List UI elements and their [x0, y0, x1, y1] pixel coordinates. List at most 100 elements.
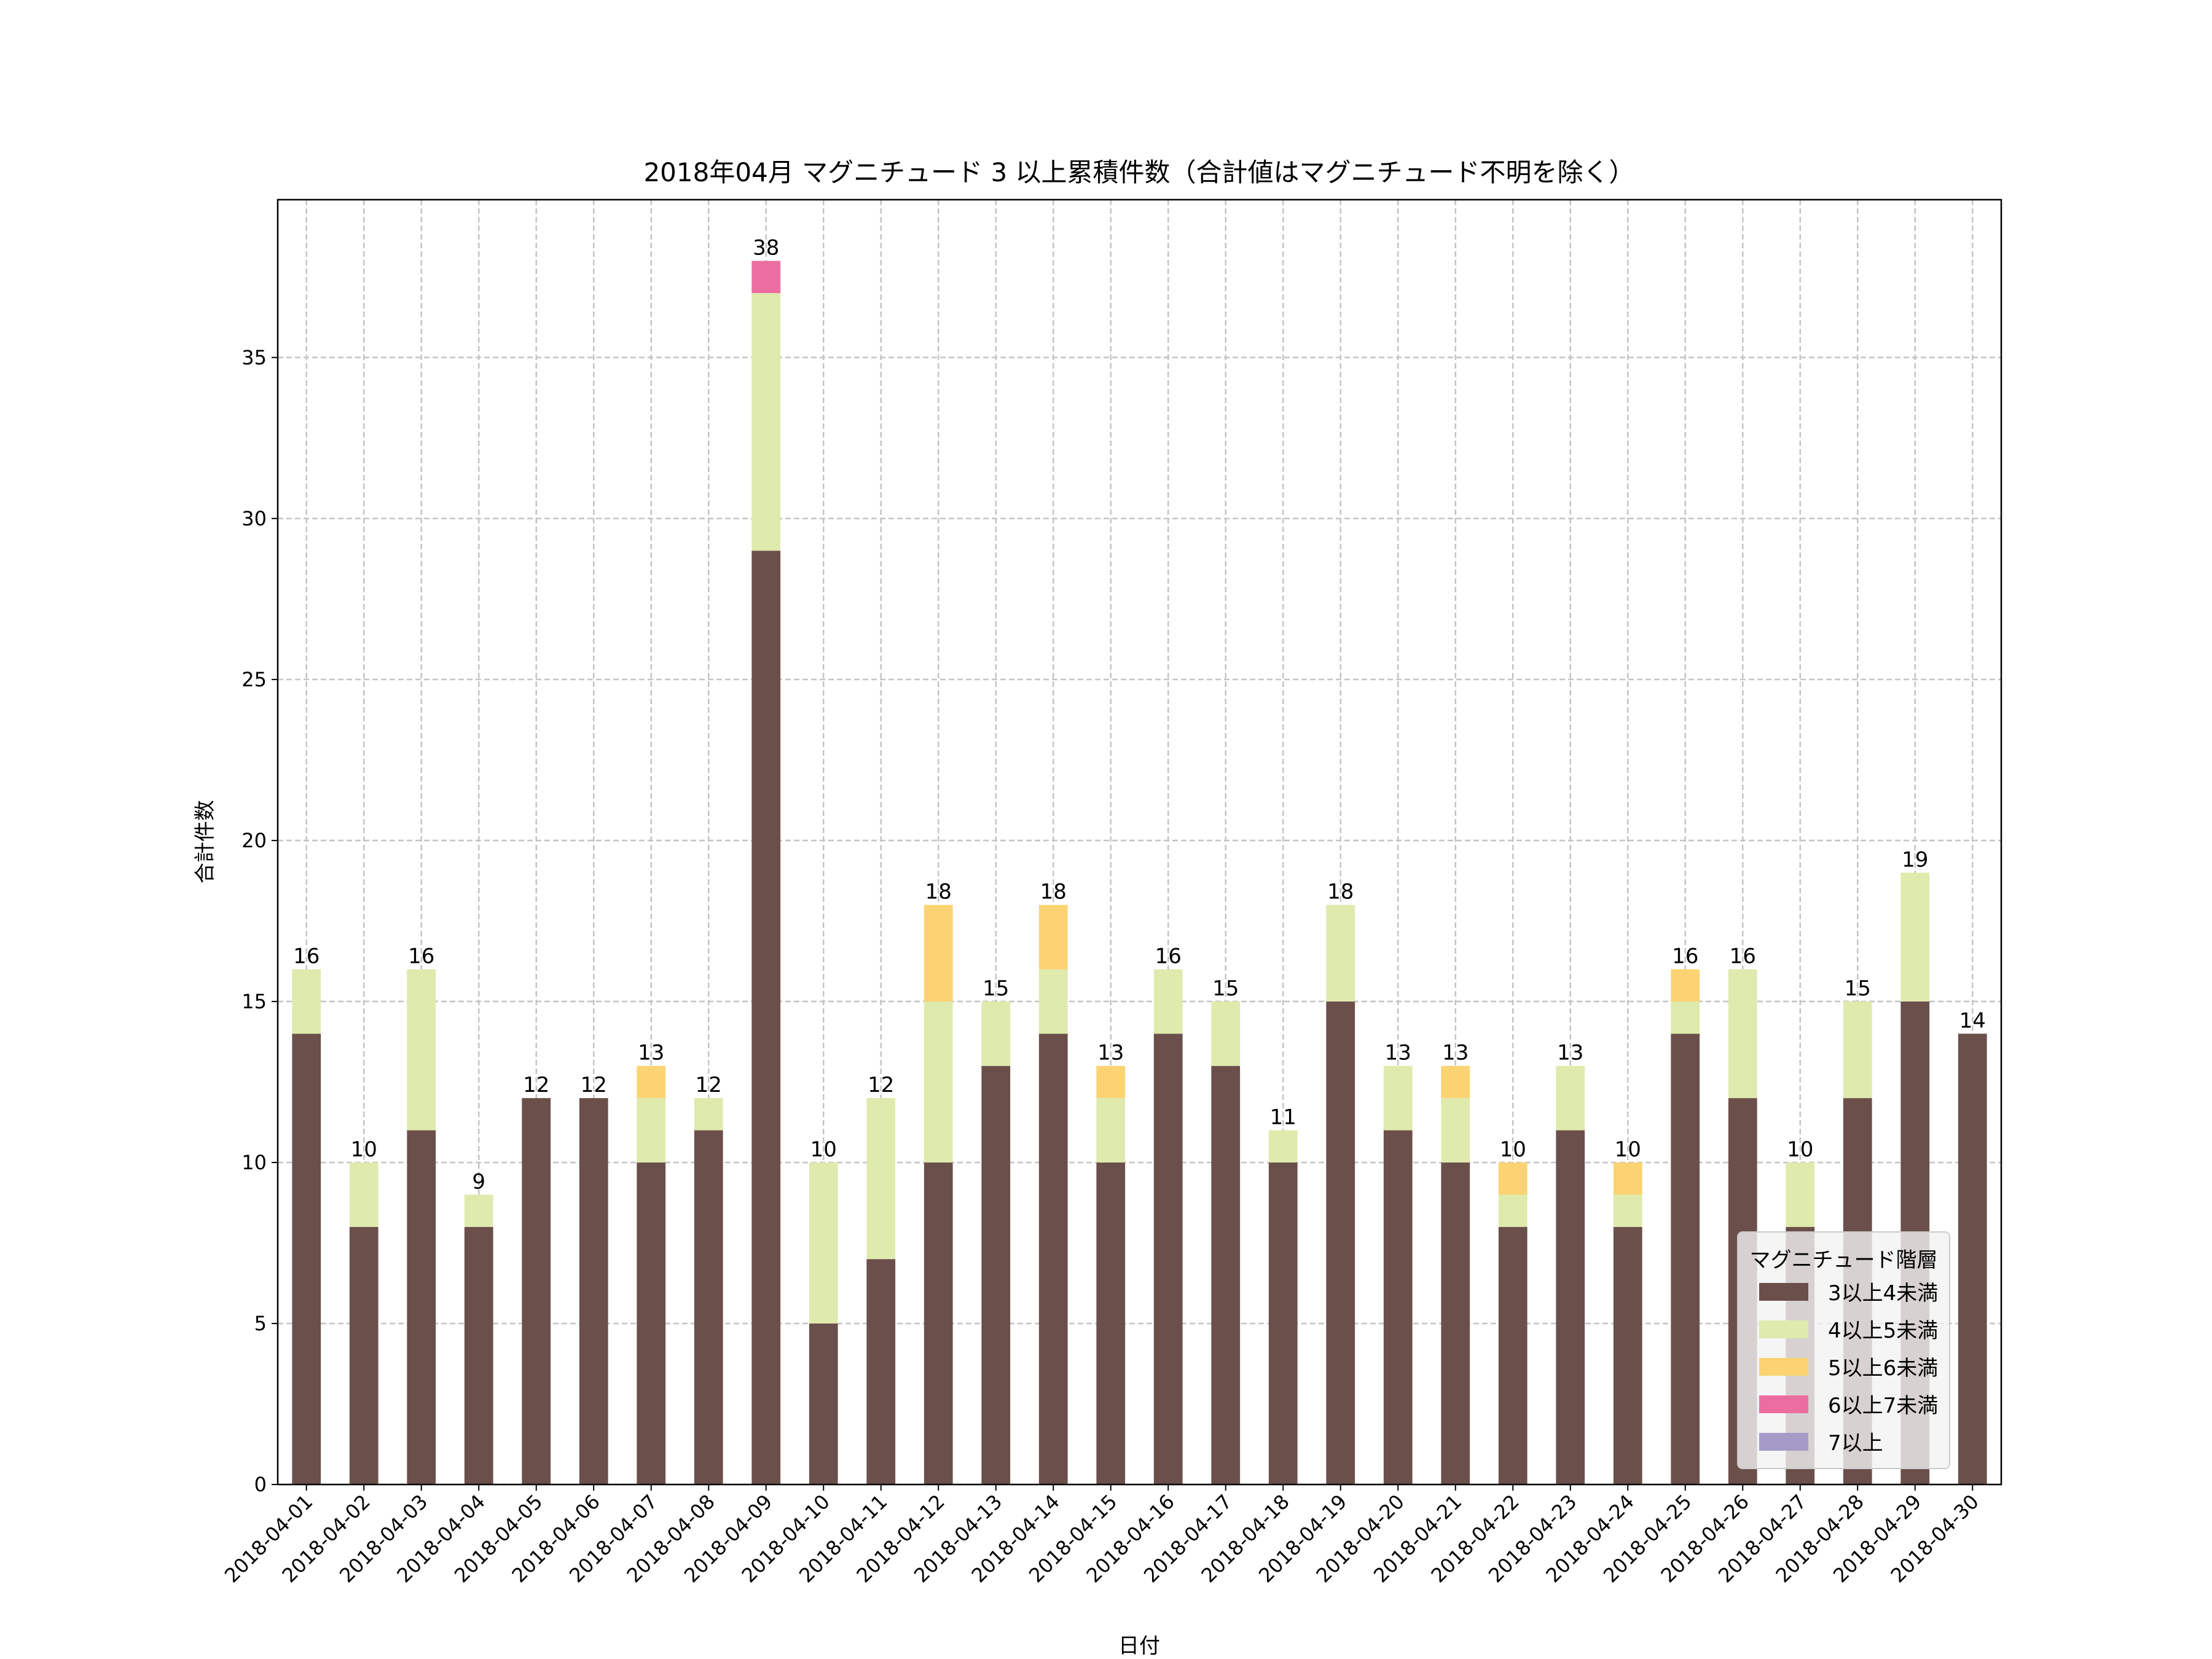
bar-segment	[694, 1130, 723, 1484]
bar-segment	[1211, 1065, 1241, 1484]
bar-segment	[1441, 1098, 1470, 1163]
y-tick-label: 0	[254, 1473, 267, 1496]
total-label: 16	[1730, 944, 1756, 969]
total-label: 15	[1845, 976, 1871, 1001]
bar-segment	[1671, 1001, 1700, 1034]
total-label: 16	[1672, 944, 1698, 969]
y-tick-label: 30	[241, 507, 267, 530]
bar-segment	[809, 1162, 838, 1324]
bar-segment	[579, 1098, 608, 1484]
bar-segment	[637, 1162, 666, 1484]
bar-segment	[1326, 1001, 1355, 1484]
bar-segment	[751, 292, 781, 551]
total-label: 10	[1615, 1137, 1641, 1162]
bar-segment	[1038, 904, 1068, 970]
bar-segment	[1268, 1130, 1298, 1163]
bar-segment	[1153, 1033, 1183, 1484]
total-label: 16	[408, 944, 434, 969]
total-label: 13	[1557, 1041, 1583, 1065]
data-labels: 16 10 16 9 12 12 13 12 38 10 12 18 15 18 13 16 15 11 18 13 1…	[293, 236, 1986, 1194]
bar-segment	[349, 1162, 378, 1227]
total-label: 18	[1327, 880, 1354, 904]
total-label: 14	[1959, 1008, 1986, 1033]
bar-segment	[1096, 1065, 1126, 1099]
bar-segment	[1498, 1226, 1528, 1484]
bar-segment	[1900, 873, 1930, 1002]
legend-swatch	[1759, 1395, 1808, 1413]
plot-frame	[276, 198, 2002, 1486]
x-axis: 2018-04-012018-04-022018-04-032018-04-04…	[220, 1484, 1983, 1587]
bar-segment	[1211, 1001, 1241, 1066]
bar-segment	[464, 1226, 493, 1484]
bar-segment	[1671, 969, 1700, 1002]
total-label: 15	[1212, 976, 1239, 1001]
bar-segment	[981, 1001, 1011, 1066]
bar-segment	[694, 1098, 723, 1131]
bar-segment	[1613, 1162, 1642, 1195]
y-tick-label: 5	[254, 1312, 267, 1335]
bar-segment	[809, 1323, 838, 1484]
bar-segment	[1613, 1194, 1642, 1227]
y-tick-label: 35	[241, 346, 267, 369]
legend: マグニチュード階層 3以上4未満 4以上5未満 5以上6未満 6以上7未満 7以上	[1737, 1231, 1950, 1469]
total-label: 13	[638, 1041, 664, 1065]
total-label: 13	[1097, 1041, 1124, 1065]
legend-swatch	[1759, 1320, 1808, 1338]
x-axis-label: 日付	[1118, 1634, 1160, 1658]
total-label: 16	[1155, 944, 1182, 969]
legend-swatch	[1759, 1358, 1808, 1376]
chart-title: 2018年04月 マグニチュード 3 以上累積件数（合計値はマグニチュード不明を…	[643, 157, 1634, 187]
total-label: 12	[696, 1073, 722, 1097]
bar-segment	[751, 261, 781, 293]
bar-segment	[1383, 1130, 1413, 1484]
bar-segment	[349, 1226, 378, 1484]
bar-segment	[1153, 969, 1183, 1034]
total-label: 18	[1040, 880, 1067, 904]
bar-segment	[981, 1065, 1011, 1484]
y-axis-label: 合計件数	[193, 800, 218, 884]
total-label: 10	[1500, 1137, 1526, 1162]
bar-segment	[1038, 969, 1068, 1034]
bar-segment	[1268, 1162, 1298, 1484]
bar-segment	[1843, 1001, 1872, 1099]
y-tick-label: 15	[241, 990, 267, 1013]
legend-swatch	[1759, 1283, 1808, 1301]
legend-entry: 6以上7未満	[1828, 1394, 1938, 1418]
bar-segment	[407, 1130, 436, 1484]
bar-segment	[751, 551, 781, 1484]
bar-segment	[1556, 1130, 1585, 1484]
total-label: 10	[1787, 1137, 1813, 1162]
bar-segment	[1038, 1033, 1068, 1484]
total-label: 13	[1442, 1041, 1469, 1065]
total-label: 18	[925, 880, 952, 904]
bar-segment	[1096, 1162, 1126, 1484]
legend-entry: 3以上4未満	[1828, 1281, 1938, 1306]
bar-segment	[522, 1098, 551, 1484]
bar-segment	[407, 969, 436, 1131]
bar-segment	[1498, 1162, 1528, 1195]
legend-entry: 5以上6未満	[1828, 1356, 1938, 1381]
bar-segment	[1441, 1162, 1470, 1484]
bars	[292, 261, 1987, 1484]
bar-segment	[924, 1001, 953, 1163]
legend-swatch	[1759, 1433, 1808, 1451]
total-label: 12	[581, 1073, 607, 1097]
total-label: 13	[1385, 1041, 1411, 1065]
bar-segment	[1671, 1033, 1700, 1484]
bar-segment	[1786, 1162, 1815, 1227]
legend-entry: 7以上	[1828, 1431, 1883, 1456]
bar-segment	[866, 1259, 896, 1484]
y-axis: 0 5 10 15 20 25 30 35	[241, 346, 278, 1496]
bar-segment	[1498, 1194, 1528, 1227]
bar-segment	[292, 969, 321, 1034]
bar-segment	[1326, 904, 1355, 1002]
total-label: 16	[293, 944, 320, 969]
bar-segment	[1728, 969, 1757, 1099]
bar-segment	[1096, 1098, 1126, 1163]
legend-entry: 4以上5未満	[1828, 1319, 1938, 1343]
y-tick-label: 25	[241, 668, 267, 691]
bar-segment	[924, 1162, 953, 1484]
bar-segment	[292, 1033, 321, 1484]
y-tick-label: 10	[241, 1151, 267, 1174]
total-label: 10	[810, 1137, 837, 1162]
